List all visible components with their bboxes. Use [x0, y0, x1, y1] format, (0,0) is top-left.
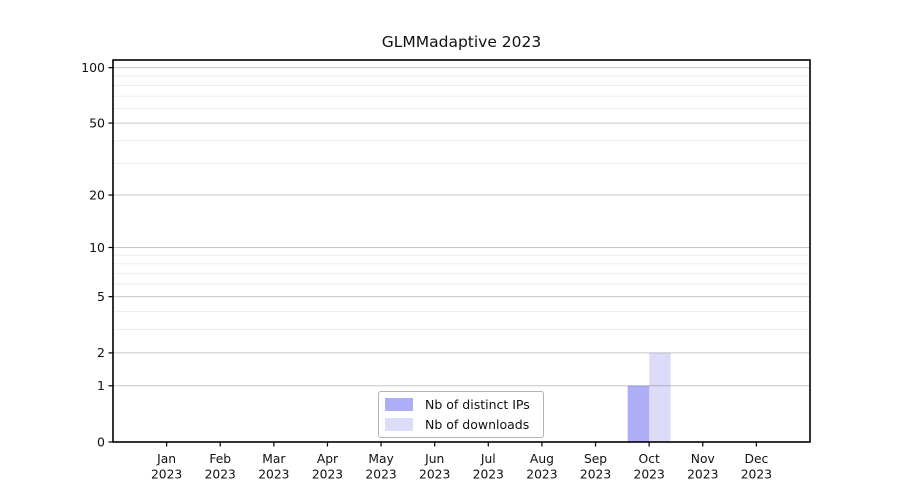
- x-tick-label-month: Mar: [262, 452, 286, 466]
- x-tick-label-month: Feb: [209, 452, 231, 466]
- x-tick-label-month: Jul: [480, 452, 496, 466]
- x-tick-label-year: 2023: [419, 468, 450, 482]
- legend-item-downloads: Nb of downloads: [385, 417, 539, 432]
- plot-border: [112, 59, 811, 443]
- x-tick-label-year: 2023: [580, 468, 611, 482]
- y-tick-label: 50: [89, 115, 105, 130]
- x-tick-label-year: 2023: [473, 468, 504, 482]
- chart-title: GLMMadaptive 2023: [381, 33, 542, 51]
- x-tick-label-year: 2023: [687, 468, 718, 482]
- y-tick-label: 1: [97, 378, 105, 393]
- x-tick-label-year: 2023: [634, 468, 665, 482]
- x-tick-label-year: 2023: [365, 468, 396, 482]
- y-tick-label: 10: [89, 240, 105, 255]
- legend: Nb of distinct IPs Nb of downloads: [378, 391, 544, 438]
- legend-swatch-downloads: [385, 418, 413, 431]
- x-tick-label-year: 2023: [258, 468, 289, 482]
- x-tick-label-month: Jan: [156, 452, 176, 466]
- x-tick-label-month: May: [368, 452, 393, 466]
- x-tick-label-month: Aug: [530, 452, 554, 466]
- legend-label-distinct-ips: Nb of distinct IPs: [425, 397, 530, 412]
- legend-item-distinct-ips: Nb of distinct IPs: [385, 397, 539, 412]
- y-tick-label: 0: [97, 434, 105, 449]
- y-tick-label: 20: [89, 187, 105, 202]
- y-tick-label: 100: [81, 60, 105, 75]
- x-tick-label-year: 2023: [312, 468, 343, 482]
- y-tick-label: 5: [97, 289, 105, 304]
- x-tick-label-month: Nov: [691, 452, 715, 466]
- x-tick-label-year: 2023: [205, 468, 236, 482]
- x-tick-label-year: 2023: [151, 468, 182, 482]
- x-tick-label-month: Oct: [639, 452, 660, 466]
- x-tick-label-year: 2023: [741, 468, 772, 482]
- legend-swatch-distinct-ips: [385, 398, 413, 411]
- x-tick-label-year: 2023: [526, 468, 557, 482]
- legend-label-downloads: Nb of downloads: [425, 417, 530, 432]
- x-tick-label-month: Jun: [424, 452, 444, 466]
- bar-nb-of-distinct-ips-oct: [627, 385, 650, 442]
- y-tick-label: 2: [97, 345, 105, 360]
- x-tick-label-month: Apr: [317, 452, 339, 466]
- bar-nb-of-downloads-oct: [649, 352, 671, 442]
- x-tick-label-month: Dec: [744, 452, 768, 466]
- x-tick-label-month: Sep: [584, 452, 607, 466]
